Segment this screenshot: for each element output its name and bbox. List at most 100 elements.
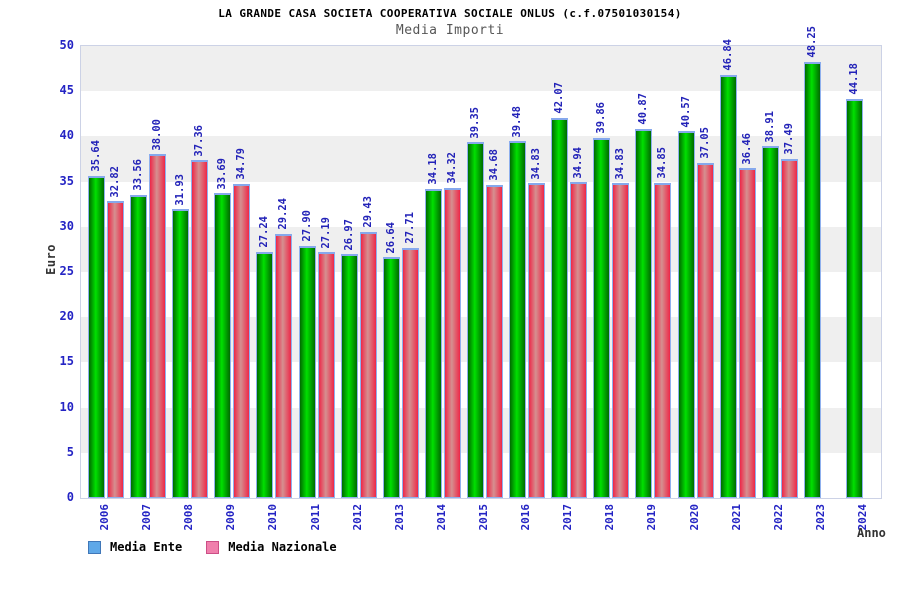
- x-tick-label: 2022: [771, 504, 785, 531]
- year-group: 44.18 2024: [839, 46, 881, 531]
- bar-media-ente: [551, 117, 569, 498]
- legend-label: Media Ente: [110, 540, 183, 554]
- year-group: 33.56 38.00 2007: [123, 46, 167, 531]
- bar-value-label: 42.07: [553, 82, 566, 114]
- bar-value-label: 34.85: [656, 147, 669, 179]
- bar-value-label: 34.68: [487, 148, 500, 181]
- bar-media-ente: [340, 254, 358, 498]
- y-tick-label: 5: [66, 444, 74, 459]
- bar-value-label: 26.64: [384, 221, 397, 254]
- year-group: 27.24 29.24 2010: [249, 46, 293, 531]
- bar-value-label: 34.18: [426, 153, 439, 186]
- x-tick-label: 2009: [224, 504, 238, 531]
- bar-value-label: 34.79: [235, 147, 248, 180]
- bar-value-label: 33.69: [216, 157, 229, 190]
- bar-media-ente: [214, 193, 232, 498]
- y-tick-label: 25: [59, 264, 74, 278]
- bar-value-label: 37.36: [193, 124, 206, 157]
- bar-media-nazionale: [528, 183, 546, 498]
- y-tick-label: 15: [59, 354, 74, 369]
- bar-value-label: 35.64: [90, 140, 102, 172]
- x-tick-label: 2006: [98, 504, 111, 531]
- year-group: 34.18 34.32 2014: [418, 46, 461, 531]
- bar-media-nazionale: [275, 233, 293, 498]
- year-group: 27.90 27.19 2011: [292, 46, 335, 531]
- x-tick-label: 2011: [308, 504, 322, 531]
- bar-groups: 35.64 32.82 2006 33.56 38.00 2007 31.93 37.36 20…: [81, 26, 881, 531]
- page-title: LA GRANDE CASA SOCIETA COOPERATIVA SOCIA…: [218, 7, 682, 20]
- bar-value-label: 39.35: [468, 106, 481, 139]
- bar-media-ente: [256, 251, 274, 498]
- bar-media-nazionale: [570, 182, 588, 498]
- bar-value-label: 37.05: [698, 127, 711, 160]
- bar-media-nazionale: [401, 247, 419, 498]
- bar-value-label: 48.25: [805, 26, 818, 58]
- year-group: 38.91 37.49 2022: [755, 46, 798, 531]
- legend-swatch-icon: [88, 540, 101, 554]
- bar-value-label: 34.32: [445, 152, 458, 184]
- bar-value-label: 37.49: [782, 123, 795, 156]
- x-tick-label: 2013: [392, 504, 406, 531]
- bar-media-nazionale: [738, 168, 756, 498]
- bar-value-label: 46.84: [721, 38, 734, 71]
- bar-value-label: 32.82: [109, 165, 121, 198]
- x-tick-label: 2007: [140, 504, 154, 531]
- bar-media-nazionale: [696, 163, 714, 498]
- bar-value-label: 29.24: [277, 198, 290, 230]
- bar-value-label: 40.87: [637, 92, 650, 125]
- legend-item: Media Nazionale: [206, 540, 337, 554]
- x-tick-label: 2019: [645, 504, 659, 531]
- bar-value-label: 27.19: [319, 216, 332, 249]
- bar-media-ente: [761, 146, 779, 498]
- bar-value-label: 29.43: [361, 196, 374, 228]
- x-tick-label: 2014: [434, 504, 448, 531]
- y-tick-label: 10: [59, 399, 74, 414]
- x-tick-label: 2023: [813, 504, 827, 531]
- legend-item: Media Ente: [88, 540, 182, 554]
- bar-value-label: 26.97: [342, 218, 355, 251]
- bar-media-ente: [635, 128, 653, 498]
- bar-media-nazionale: [149, 154, 167, 498]
- x-tick-label: 2008: [182, 504, 196, 531]
- y-tick-label: 45: [59, 83, 74, 98]
- bar-value-label: 31.93: [174, 173, 187, 206]
- y-tick-label: 40: [59, 128, 74, 143]
- bar-value-label: 36.46: [740, 132, 753, 165]
- year-group: 48.25 2023: [797, 26, 839, 531]
- year-group: 31.93 37.36 2008: [165, 46, 209, 531]
- bar-media-nazionale: [443, 187, 461, 498]
- year-group: 26.97 29.43 2012: [334, 46, 377, 531]
- legend-swatch-icon: [206, 540, 220, 554]
- bar-media-ente: [677, 131, 695, 498]
- x-tick-label: 2010: [266, 504, 280, 531]
- chart-subtitle: Media Importi: [395, 23, 505, 38]
- year-group: 40.57 37.05 2020: [671, 46, 714, 531]
- bar-value-label: 44.18: [847, 63, 860, 95]
- x-axis-label: Anno: [857, 526, 886, 540]
- bar-media-ente: [88, 175, 105, 498]
- bar-media-ente: [130, 194, 148, 498]
- bar-media-nazionale: [359, 231, 377, 498]
- y-tick-label: 35: [59, 173, 74, 188]
- bar-media-ente: [509, 141, 527, 498]
- x-tick-label: 2017: [561, 504, 575, 531]
- bar-media-ente: [382, 257, 400, 498]
- x-tick-label: 2021: [729, 504, 743, 531]
- y-tick-label: 0: [66, 490, 74, 504]
- x-tick-label: 2020: [687, 504, 701, 531]
- year-group: 39.35 34.68 2015: [460, 46, 503, 531]
- y-tick-label: 20: [59, 309, 74, 324]
- x-tick-label: 2016: [519, 504, 533, 531]
- bar-media-ente: [424, 189, 442, 498]
- x-tick-label: 2012: [350, 504, 364, 531]
- bar-media-nazionale: [485, 184, 503, 498]
- year-group: 46.84 36.46 2021: [713, 39, 756, 531]
- year-group: 26.64 27.71 2013: [376, 46, 419, 531]
- year-group: 33.69 34.79 2009: [207, 46, 251, 531]
- bar-media-ente: [466, 142, 484, 498]
- plot-area: 35.64 32.82 2006 33.56 38.00 2007 31.93 37.36 20…: [80, 26, 882, 531]
- legend-label: Media Nazionale: [228, 540, 337, 554]
- bar-media-ente: [298, 245, 316, 498]
- bar-value-label: 39.86: [595, 102, 608, 134]
